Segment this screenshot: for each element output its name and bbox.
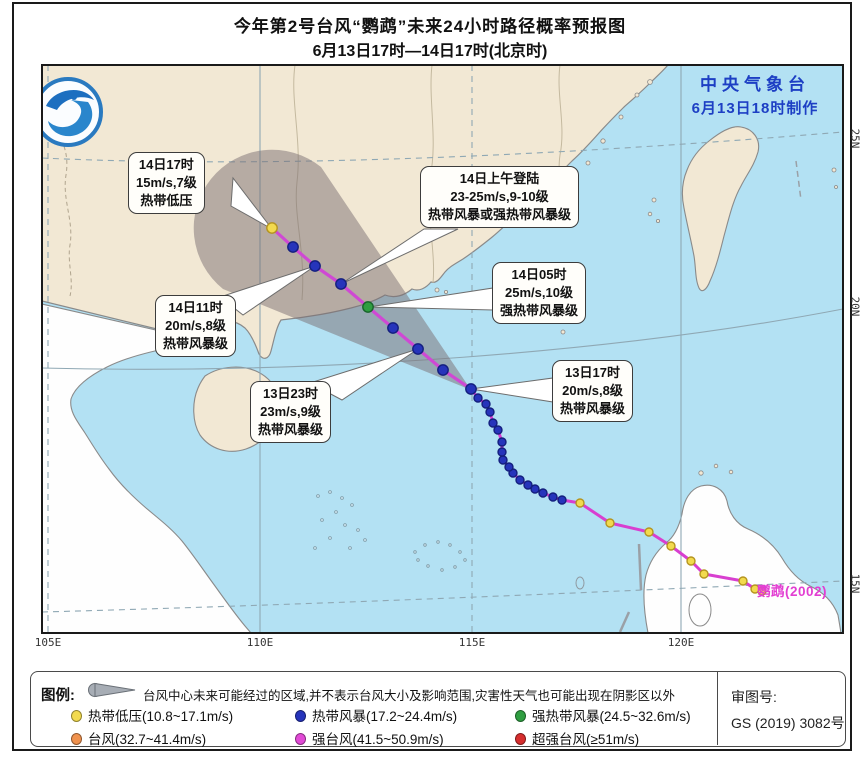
track-point — [548, 492, 558, 502]
legend-item-ts: 热带风暴(17.2~24.4m/s) — [295, 705, 457, 724]
legend-label: 图例: — [41, 688, 75, 704]
callout-landfall: 14日上午登陆 23-25m/s,9-10级 热带风暴或强热带风暴级 — [420, 166, 580, 228]
map-layers — [42, 65, 843, 633]
track-point — [335, 278, 347, 290]
xtick-105e: 105E — [34, 636, 62, 649]
luzon-island — [643, 484, 842, 633]
ty-dot-icon — [71, 733, 82, 745]
track-point — [437, 364, 449, 376]
track-point — [523, 480, 533, 490]
track-point — [666, 541, 676, 551]
track-point — [488, 418, 498, 428]
track-point — [538, 488, 548, 498]
legend-divider — [717, 672, 718, 745]
forecast-probability-cone — [193, 149, 472, 390]
track-point — [575, 498, 585, 508]
cone-legend-icon — [88, 682, 136, 698]
macclesfield-bank — [413, 540, 467, 572]
track-point — [465, 383, 477, 395]
track-point — [473, 393, 483, 403]
track-point — [515, 475, 525, 485]
track-point — [493, 425, 503, 435]
callout-14d11h: 14日11时 20m/s,8级 热带风暴级 — [155, 295, 237, 357]
legend-item-td: 热带低压(10.8~17.1m/s) — [71, 705, 233, 724]
callout-14d05h: 14日05时 25m/s,10级 强热带风暴级 — [492, 262, 587, 324]
small-islands — [434, 79, 838, 476]
legend-item-sts: 强热带风暴(24.5~32.6m/s) — [515, 705, 691, 724]
xtick-110e: 110E — [246, 636, 274, 649]
legend-item-sty: 强台风(41.5~50.9m/s) — [295, 728, 444, 747]
track-point — [266, 222, 278, 234]
track-point — [530, 484, 540, 494]
td-dot-icon — [71, 710, 82, 722]
track-point — [605, 518, 615, 528]
track-point — [481, 399, 491, 409]
page-title: 今年第2号台风“鹦鹉”未来24小时路径概率预报图 — [233, 17, 627, 36]
scarborough-shoal — [575, 576, 585, 590]
forecast-track-points — [266, 222, 477, 395]
callout-13d17h: 13日17时 20m/s,8级 热带风暴级 — [552, 360, 634, 422]
ts-dot-icon — [295, 710, 306, 722]
luzon-west-lobe — [688, 593, 712, 627]
track-point — [644, 527, 654, 537]
track-point — [557, 495, 567, 505]
sty-dot-icon — [295, 733, 306, 745]
agency-issue-time: 6月13日18时制作 — [691, 100, 819, 117]
legend-item-ty: 台风(32.7~41.4m/s) — [71, 728, 206, 747]
map-review-number: 审图号: GS (2019) 3082号 — [731, 689, 845, 731]
track-point — [485, 407, 495, 417]
track-point — [309, 260, 321, 272]
ssty-dot-icon — [515, 733, 526, 745]
legend: 图例: 台风中心未来可能经过的区域,并不表示台风大小及影响范围,灾害性天气也可能… — [30, 671, 846, 747]
track-point — [699, 569, 709, 579]
ytick-25n: 25N — [848, 128, 860, 149]
agency-name: 中央气象台 — [700, 75, 810, 94]
legend-item-ssty: 超强台风(≥51m/s) — [515, 728, 639, 747]
taiwan-island — [681, 126, 760, 292]
track-point — [362, 301, 374, 313]
china-mainland — [42, 65, 669, 359]
cma-logo — [42, 77, 103, 147]
boundary-dashes — [618, 160, 802, 633]
ytick-20n: 20N — [848, 296, 860, 317]
agency-block: 中央气象台 6月13日18时制作 — [650, 70, 860, 118]
legend-note: 台风中心未来可能经过的区域,并不表示台风大小及影响范围,灾害性天气也可能出现在阴… — [143, 689, 675, 703]
map-border — [41, 64, 844, 634]
xtick-120e: 120E — [667, 636, 695, 649]
sts-dot-icon — [515, 710, 526, 722]
xtick-115e: 115E — [458, 636, 486, 649]
track-point — [497, 447, 507, 457]
track-point — [287, 241, 299, 253]
callout-14d17h: 14日17时 15m/s,7级 热带低压 — [128, 152, 205, 214]
storm-name-label: 鹦鹉(2002) — [757, 584, 828, 599]
callout-pointers — [218, 176, 554, 403]
track-point — [497, 437, 507, 447]
page-subtitle: 6月13日17时—14日17时(北京时) — [312, 43, 548, 60]
track-point — [387, 322, 399, 334]
track-point — [750, 584, 760, 594]
track-point — [738, 576, 748, 586]
ytick-15n: 15N — [848, 573, 860, 594]
observed-track-points — [466, 384, 767, 596]
track-point — [504, 462, 514, 472]
track-point — [686, 556, 696, 566]
track-point — [412, 343, 424, 355]
paracel-islands — [313, 490, 367, 550]
callout-13d23h: 13日23时 23m/s,9级 热带风暴级 — [250, 381, 332, 443]
track-point — [498, 455, 508, 465]
